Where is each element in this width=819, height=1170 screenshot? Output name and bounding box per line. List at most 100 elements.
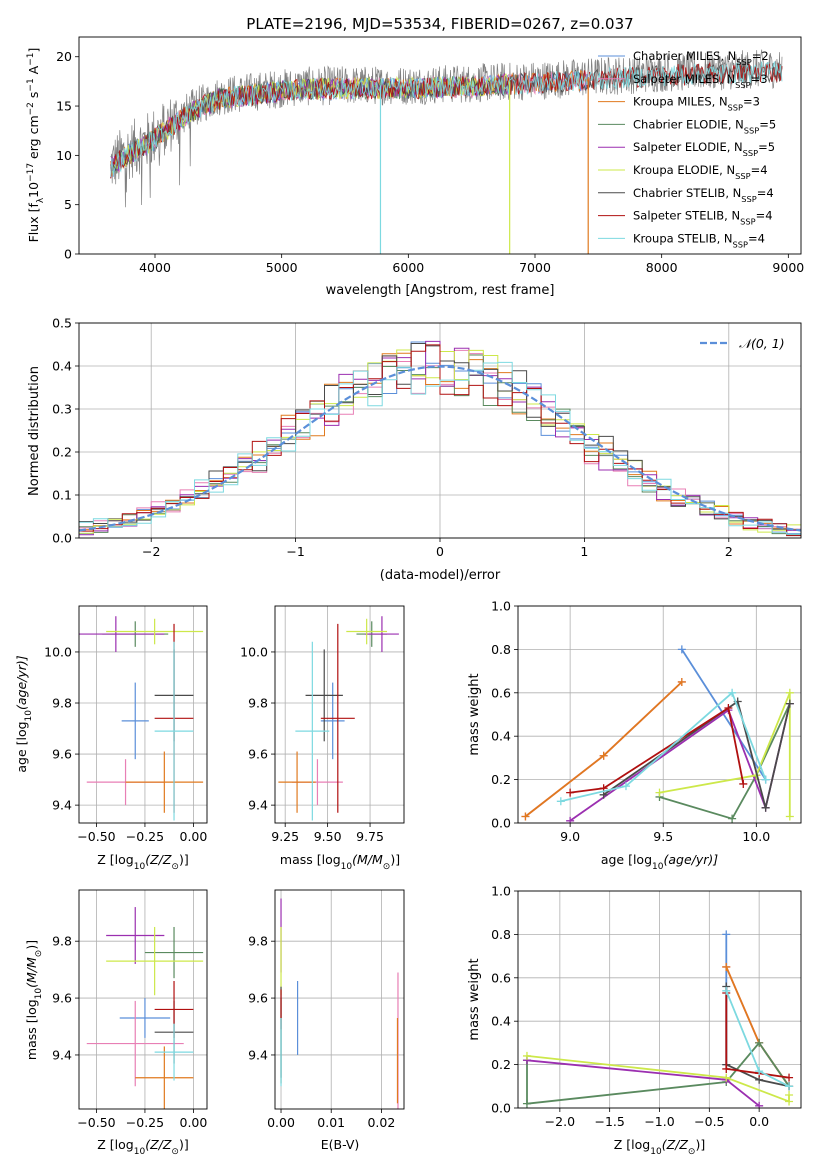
x-axis-label-part-1: 10 <box>134 862 146 872</box>
weight-point-chabrier-stelib <box>761 803 770 812</box>
x-axis-label: age [log10(age/yr)] <box>601 852 718 872</box>
y-tick-label: 0.8 <box>491 642 511 657</box>
legend-entry-chabrier-stelib: Chabrier STELIB, NSSP=4 <box>633 186 774 204</box>
x-axis-label-part-4: )] <box>179 852 189 867</box>
legend-entry-salpeter-elodie: Salpeter ELODIE, NSSP=5 <box>633 140 775 158</box>
errorbar-salpeter-elodie <box>364 616 399 652</box>
legend-entry-normal: 𝒩(0, 1) <box>739 336 785 351</box>
mass-vs-metallicity-panel: −0.50 −0.25 0.009.49.69.8Z [log10(Z/Z⊙)]ma… <box>24 889 208 1157</box>
x-tick-label: −1 <box>286 544 304 559</box>
y-tick-label: 0 <box>64 247 72 262</box>
legend-entry-kroupa-miles-part-2: =3 <box>743 95 760 109</box>
legend-entry-salpeter-miles: Salpeter MILES, NSSP=3 <box>633 72 768 90</box>
weight-point-kroupa-stelib <box>621 782 630 791</box>
y-axis-label: age [log10(age/yr)] <box>14 655 34 772</box>
weight-line-salpeter-stelib <box>725 993 790 1079</box>
y-tick-label: 10.0 <box>240 644 268 659</box>
histogram-kroupa-stelib <box>79 361 801 535</box>
y-tick-label: 0.8 <box>491 927 511 942</box>
y-tick-label: 9.4 <box>248 798 268 813</box>
y-tick-label: 1.0 <box>491 599 511 614</box>
y-axis-label-part-6: s <box>26 92 41 103</box>
y-tick-label: 9.8 <box>248 696 268 711</box>
weight-point-kroupa-stelib <box>722 986 731 995</box>
legend-entry-kroupa-stelib-part-0: Kroupa STELIB, N <box>633 231 733 245</box>
y-tick-label: 0.0 <box>491 816 511 831</box>
mass-vs-ebv-panel: 0.00 0.01 0.02 9.4 9.6 9.8 E(B-V) <box>248 889 405 1152</box>
x-axis-label-part-4: )] <box>390 852 400 867</box>
y-axis-label-part-2: (age/yr)] <box>14 655 29 710</box>
plot-area <box>278 616 399 821</box>
plot-area <box>86 907 204 1109</box>
legend-entry-chabrier-stelib-part-2: =4 <box>757 186 774 200</box>
weight-point-kroupa-elodie <box>722 1073 731 1082</box>
y-tick-label: 9.8 <box>52 696 72 711</box>
x-tick-label: 0.00 <box>180 829 208 844</box>
weight-point-kroupa-stelib <box>761 775 770 784</box>
plot-area <box>280 898 399 1109</box>
y-tick-label: 9.4 <box>248 1047 268 1062</box>
legend-entry-salpeter-elodie-part-2: =5 <box>758 140 775 154</box>
weight-point-kroupa-stelib <box>728 688 737 697</box>
x-axis-label-part-0: Z [log <box>97 852 133 867</box>
legend-entry-kroupa-elodie: Kroupa ELODIE, NSSP=4 <box>633 163 768 181</box>
y-axis-label-part-1: λ <box>36 197 46 203</box>
x-axis-label-part-1: 10 <box>134 1147 146 1157</box>
y-axis-label-part-0: Flux [f <box>26 203 41 243</box>
weight-point-salpeter-stelib <box>785 1073 794 1082</box>
errorbar-kroupa-elodie <box>106 926 204 996</box>
x-axis-label-part-2: (Z/Z <box>145 1137 172 1152</box>
y-tick-label: 0.6 <box>491 970 511 985</box>
legend-entry-salpeter-miles-part-1: SSP <box>735 80 750 90</box>
x-axis-label: Z [log10(Z/Z⊙)] <box>614 1137 705 1157</box>
x-axis-label-part-1: 10 <box>341 862 353 872</box>
legend-entry-kroupa-stelib: Kroupa STELIB, NSSP=4 <box>633 231 765 249</box>
y-tick-label: 0.2 <box>52 445 72 460</box>
legend-entry-kroupa-miles-part-0: Kroupa MILES, N <box>633 95 728 109</box>
y-axis-label-part-7: −1 <box>26 78 36 91</box>
y-axis-label: mass weight <box>467 673 482 755</box>
x-tick-label: 1 <box>580 544 588 559</box>
x-tick-label: 7000 <box>519 260 551 275</box>
x-axis-label-part-0: age [log <box>601 852 652 867</box>
x-tick-label: 6000 <box>392 260 424 275</box>
y-axis-label-part-4: )] <box>24 940 39 950</box>
weight-point-salpeter-elodie <box>755 1101 764 1108</box>
x-axis-label-part-3: ⊙ <box>171 1147 179 1157</box>
age-vs-mass-panel: 9.25 9.50 9.75 9.4 9.6 9.8 10.0 mass [log10(M/M… <box>240 605 405 872</box>
x-tick-label: 9.0 <box>560 829 580 844</box>
legend-entry-salpeter-stelib-part-2: =4 <box>756 209 773 223</box>
y-tick-label: 9.4 <box>52 798 72 813</box>
errorbar-kroupa-miles <box>278 751 316 813</box>
errorbar-chabrier-miles <box>119 998 171 1038</box>
x-tick-label: 9.50 <box>314 829 342 844</box>
x-axis-label: wavelength [Angstrom, rest frame] <box>326 283 555 298</box>
x-axis-label: Z [log10(Z/Z⊙)] <box>97 852 188 872</box>
weight-point-salpeter-stelib <box>566 788 575 797</box>
x-axis-label-part-2: (age/yr)] <box>663 852 718 867</box>
axes-frame <box>78 322 802 539</box>
y-tick-label: 0.6 <box>491 685 511 700</box>
normal-curve <box>79 365 801 532</box>
legend-entry-chabrier-elodie: Chabrier ELODIE, NSSP=5 <box>633 117 776 135</box>
x-axis-label-part-3: ⊙ <box>171 862 179 872</box>
y-axis-label-part-0: age [log <box>14 721 29 772</box>
y-axis-label: Flux [fλ10−17 erg cm−2 s−1 A−1] <box>26 48 46 243</box>
spectrum-panel: 4000 5000 6000 7000 8000 9000 0 5 10 15 20 Chabrier… <box>26 36 804 298</box>
y-axis-label-part-1: 10 <box>34 988 44 1000</box>
weight-point-kroupa-elodie <box>785 688 794 697</box>
errorbar-kroupa-miles <box>125 751 204 813</box>
y-tick-label: 0.5 <box>52 316 72 331</box>
x-tick-label: 0.00 <box>180 1115 208 1130</box>
model-kroupa-stelib <box>110 61 783 178</box>
x-axis-label-part-3: ⊙ <box>383 862 391 872</box>
y-axis-label-part-3: −17 <box>26 163 36 182</box>
axes-frame <box>274 889 405 1110</box>
axes-frame <box>517 890 802 1109</box>
legend-entry-salpeter-stelib-part-0: Salpeter STELIB, N <box>633 209 740 223</box>
x-axis-label: mass [log10(M/M⊙)] <box>280 852 400 872</box>
y-tick-label: 20 <box>56 49 72 64</box>
x-axis-label: (data-model)/error <box>380 568 501 583</box>
y-axis-label: mass weight <box>467 958 482 1040</box>
